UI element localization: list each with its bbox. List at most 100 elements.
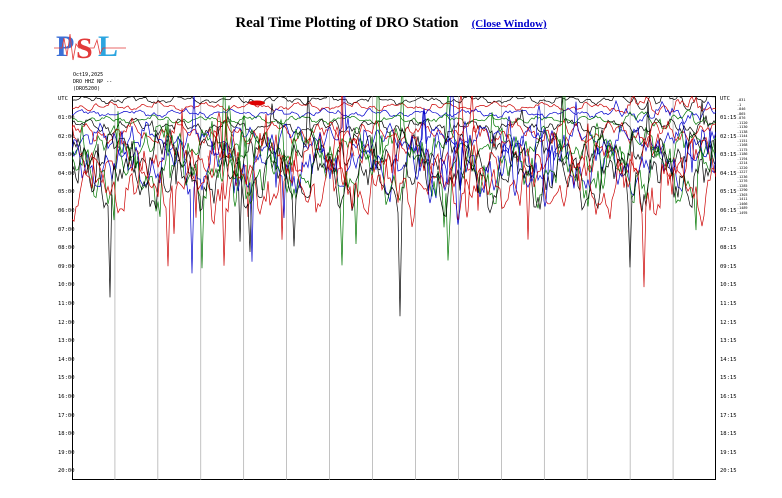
left-time-label: 11:00 — [58, 301, 75, 307]
amplitude-label: -1489 — [737, 206, 748, 210]
right-time-label: 07:15 — [720, 226, 737, 233]
left-time-label: 03:00 — [58, 152, 75, 159]
seismic-trace — [72, 99, 716, 125]
left-time-label: 19:00 — [58, 449, 75, 456]
seismic-trace — [72, 96, 716, 269]
right-time-label: 06:15 — [720, 208, 737, 214]
left-time-label: 04:00 — [58, 170, 75, 177]
amplitude-label: -1276 — [737, 179, 748, 183]
seismic-trace — [72, 140, 716, 317]
seismic-burst — [412, 108, 442, 204]
amplitude-label: -1227 — [737, 170, 748, 174]
seismic-burst — [497, 116, 527, 196]
amplitude-label: -846 — [737, 107, 746, 111]
amplitude-label: -865 — [737, 111, 746, 116]
amplitude-label: -1290 — [737, 188, 748, 192]
right-time-label: 15:15 — [720, 375, 737, 382]
right-time-label: 13:15 — [720, 338, 737, 345]
logo-waveform — [54, 33, 126, 61]
right-time-label: 09:15 — [720, 263, 737, 270]
seismogram-plot — [72, 96, 716, 480]
amplitude-label: -1285 — [737, 183, 748, 188]
right-time-label: 12:15 — [720, 319, 737, 326]
right-time-label: 05:15 — [720, 189, 737, 196]
left-utc-header: UTC — [58, 96, 68, 102]
amplitude-label: -1130 — [737, 125, 748, 129]
psl-logo: P S L — [54, 30, 126, 65]
amplitude-label: -1120 — [737, 120, 748, 125]
right-time-label: 20:15 — [720, 468, 737, 475]
left-time-label: 13:00 — [58, 338, 75, 345]
seismic-trace — [72, 109, 716, 133]
amplitude-label: -1175 — [737, 147, 748, 152]
seismic-trace — [72, 96, 716, 288]
amplitude-label: -876 — [737, 116, 746, 120]
right-time-label: 03:15 — [720, 152, 737, 159]
station-date: Oct19,2025 — [73, 72, 104, 78]
amplitude-label: -1 — [737, 102, 742, 107]
seismic-burst — [269, 118, 299, 194]
amplitude-label: -1151 — [737, 138, 748, 143]
amplitude-label: -1411 — [737, 197, 748, 201]
seismic-trace — [72, 96, 716, 111]
station-info: Oct19,2025 DRO HHZ NP -- (DRO5200) — [73, 72, 112, 93]
right-time-label: 17:15 — [720, 412, 737, 419]
right-time-label: 11:15 — [720, 301, 737, 307]
station-id: (DRO5200) — [73, 86, 101, 92]
logo-letter-l: L — [98, 30, 118, 63]
right-time-label: 16:15 — [720, 394, 737, 400]
left-time-label: 08:00 — [58, 245, 75, 252]
left-time-label: 07:00 — [58, 226, 75, 233]
right-time-label: 14:15 — [720, 356, 737, 363]
seismic-burst — [449, 96, 479, 218]
amplitude-label: -1495 — [737, 210, 748, 215]
event-marker — [249, 100, 265, 106]
amplitude-column: -831 -1 -846 -865 -876 -1120 -1130 -1138 -1144 -1… — [737, 98, 748, 215]
amplitude-label: -1220 — [737, 165, 748, 170]
right-time-label: 04:15 — [720, 170, 737, 177]
seismic-trace — [72, 96, 716, 116]
amplitude-label: -1466 — [737, 201, 748, 206]
seismic-burst — [325, 125, 355, 187]
right-time-label: 01:15 — [720, 115, 737, 121]
right-time-label: 19:15 — [720, 449, 737, 456]
seismic-burst — [527, 105, 557, 207]
right-time-label: 18:15 — [720, 431, 737, 438]
amplitude-label: -1186 — [737, 152, 748, 156]
amplitude-label: -1144 — [737, 134, 748, 138]
left-time-label: 05:00 — [58, 189, 75, 196]
left-time-label: 15:00 — [58, 375, 75, 382]
seismic-burst — [585, 122, 615, 190]
amplitude-label: -1236 — [737, 174, 748, 179]
seismic-burst — [440, 96, 470, 225]
left-time-label: 10:00 — [58, 282, 75, 289]
left-time-label: 20:00 — [58, 468, 75, 475]
seismic-burst — [217, 105, 247, 207]
page-header: Real Time Plotting of DRO Station (Close… — [0, 12, 782, 32]
left-time-label: 14:00 — [58, 356, 75, 363]
amplitude-label: -1214 — [737, 161, 748, 165]
seismic-burst — [232, 116, 262, 196]
amplitude-label: -1168 — [737, 143, 748, 147]
left-time-label: 06:00 — [58, 208, 75, 214]
amplitude-label: -1138 — [737, 129, 748, 134]
amplitude-label: -1303 — [737, 192, 748, 197]
left-time-label: 16:00 — [58, 394, 75, 400]
amplitude-label: -831 — [737, 98, 746, 102]
plot-frame — [72, 96, 716, 480]
page-title: Real Time Plotting of DRO Station — [235, 15, 459, 31]
right-time-label: 10:15 — [720, 282, 737, 289]
station-channel: DRO HHZ NP -- — [73, 79, 113, 85]
right-time-label: 02:15 — [720, 133, 737, 140]
left-time-label: 17:00 — [58, 412, 75, 419]
logo-letter-s: S — [76, 32, 93, 65]
amplitude-label: -1194 — [737, 156, 748, 161]
left-time-label: 12:00 — [58, 319, 75, 326]
close-window-link[interactable]: (Close Window) — [471, 18, 547, 30]
left-time-label: 18:00 — [58, 431, 75, 438]
left-time-label: 02:00 — [58, 133, 75, 140]
left-time-label: 01:00 — [58, 115, 75, 121]
right-time-label: 08:15 — [720, 245, 737, 252]
left-time-label: 09:00 — [58, 263, 75, 270]
right-utc-header: UTC — [720, 96, 730, 102]
